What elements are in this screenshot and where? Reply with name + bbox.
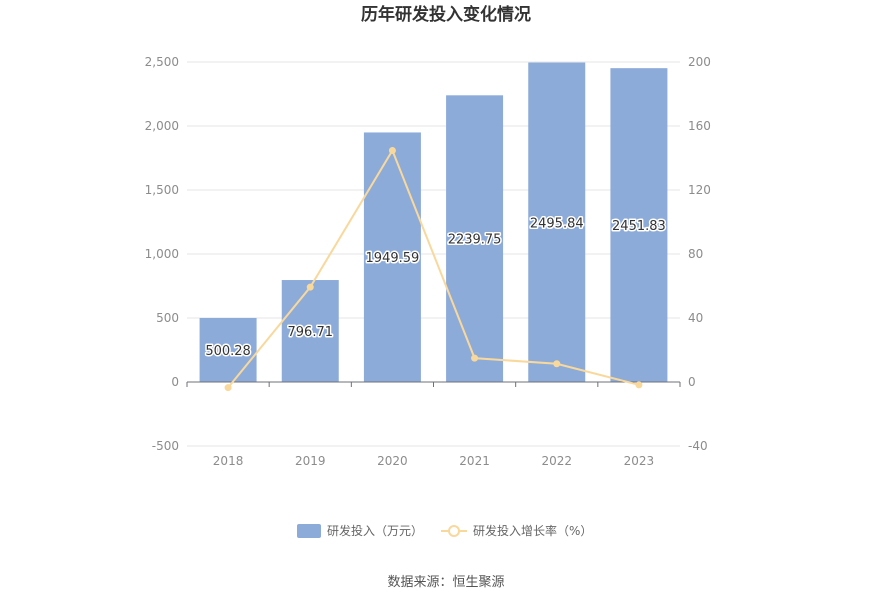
bar-data-labels: 500.28 796.71 1949.59 2239.75 2495.84 2451.83: [204, 215, 667, 361]
legend-line-marker: [448, 525, 460, 537]
left-tick-label: 500: [156, 311, 179, 325]
x-tick-label: 2021: [459, 454, 490, 468]
legend-bar-label: 研发投入（万元）: [327, 523, 423, 538]
x-tick-label: 2019: [295, 454, 326, 468]
growth-point: [388, 146, 396, 154]
x-tick-label: 2023: [624, 454, 655, 468]
left-tick-label: 2,000: [145, 119, 179, 133]
right-tick-label: 200: [688, 55, 711, 69]
x-tick-label: 2022: [541, 454, 572, 468]
right-tick-label: 160: [688, 119, 711, 133]
legend-line-label: 研发投入增长率（%）: [473, 523, 592, 538]
growth-point: [224, 384, 232, 392]
bar: [199, 317, 257, 382]
x-axis: 2018 2019 2020 2021 2022 2023: [186, 381, 681, 468]
bar-data-label: 1949.59: [366, 251, 420, 266]
bar: [446, 95, 504, 382]
bar-data-label: 500.28: [205, 344, 251, 359]
right-axis: -40 0 40 80 120 160 200: [688, 55, 711, 453]
chart-title: 历年研发投入变化情况: [361, 4, 531, 25]
bar-data-label: 2239.75: [448, 233, 502, 248]
left-tick-label: 2,500: [145, 55, 179, 69]
right-tick-label: -40: [688, 439, 708, 453]
growth-point: [471, 354, 479, 362]
right-tick-label: 40: [688, 311, 703, 325]
left-tick-label: -500: [152, 439, 179, 453]
bar-series: [199, 62, 668, 383]
x-tick-label: 2020: [377, 454, 408, 468]
x-tick-label: 2018: [213, 454, 244, 468]
right-tick-label: 120: [688, 183, 711, 197]
bar-data-label: 796.71: [288, 325, 334, 340]
bar: [610, 68, 668, 382]
bar-data-label: 2451.83: [612, 219, 666, 234]
source-text: 数据来源：恒生聚源: [387, 575, 504, 590]
legend-bar-swatch: [297, 524, 321, 538]
left-tick-label: 0: [171, 375, 179, 389]
bar: [281, 280, 339, 382]
bar: [528, 62, 586, 383]
growth-point: [306, 283, 314, 291]
growth-point: [553, 360, 561, 368]
legend[interactable]: 研发投入（万元） 研发投入增长率（%）: [297, 523, 592, 538]
right-tick-label: 0: [688, 375, 696, 389]
growth-point: [635, 381, 643, 389]
bar: [363, 132, 421, 382]
bar-data-label: 2495.84: [530, 216, 584, 231]
line-series: [224, 146, 643, 392]
left-axis: -500 0 500 1,000 1,500 2,000 2,500: [145, 55, 179, 453]
left-tick-label: 1,000: [145, 247, 179, 261]
right-tick-label: 80: [688, 247, 703, 261]
left-tick-label: 1,500: [145, 183, 179, 197]
growth-line: [227, 148, 640, 389]
legend-item-line[interactable]: 研发投入增长率（%）: [441, 523, 592, 538]
legend-item-bar[interactable]: 研发投入（万元）: [297, 523, 423, 538]
